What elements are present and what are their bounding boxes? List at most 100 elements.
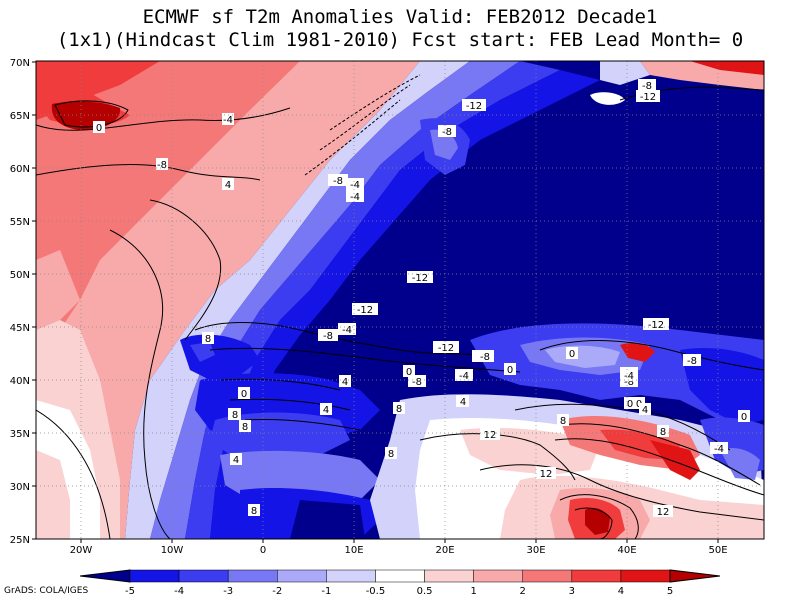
contour-label: 0 <box>93 121 105 134</box>
lon-tick-label: 40E <box>617 545 636 556</box>
colorbar-label: 0.5 <box>417 586 433 597</box>
svg-text:-4: -4 <box>714 444 724 455</box>
contour-label: 8 <box>385 447 397 460</box>
lon-tick-label: 10E <box>344 545 363 556</box>
contour-label: 0 <box>738 410 750 423</box>
contour-label: -8 <box>638 79 656 92</box>
contour-label: 8 <box>657 425 669 438</box>
contour-lines <box>36 74 764 539</box>
contour-label: -12 <box>433 341 459 354</box>
colorbar-swatch <box>522 569 573 583</box>
colorbar-label: -5 <box>125 586 135 597</box>
contour-label: 8 <box>229 408 241 421</box>
colorbar-label: -0.5 <box>366 586 386 597</box>
colorbar-swatch <box>277 569 327 583</box>
svg-text:0: 0 <box>406 367 412 378</box>
svg-text:-8: -8 <box>480 352 490 363</box>
contour-label: -4 <box>346 190 364 203</box>
contour-label: -12 <box>643 318 669 331</box>
svg-text:0: 0 <box>507 365 513 376</box>
axis-ticks <box>32 61 719 543</box>
colorbar-label: 2 <box>520 586 526 597</box>
colorbar-label: -1 <box>321 586 331 597</box>
lon-tick-label: 20E <box>435 545 454 556</box>
contour-label: -8 <box>318 329 338 342</box>
contour-label: 8 <box>393 402 405 415</box>
contour-label: -8 <box>408 375 426 388</box>
contour-label: -12 <box>462 99 486 112</box>
svg-text:8: 8 <box>205 334 211 345</box>
contour-label: 4 <box>339 375 351 388</box>
contour-label: 0 <box>504 363 516 376</box>
lat-tick-label: 50N <box>10 270 30 281</box>
svg-text:-4: -4 <box>624 371 634 382</box>
grid-lines <box>36 61 764 539</box>
colorbar-label: 4 <box>618 586 624 597</box>
svg-text:-12: -12 <box>438 343 454 354</box>
contour-label: 8 <box>248 504 260 517</box>
contour-label: 8 <box>239 420 251 433</box>
contour-label: -8 <box>683 354 701 367</box>
svg-text:0: 0 <box>96 123 102 134</box>
colorbar-label: 5 <box>667 586 673 597</box>
colorbar-label: -4 <box>174 586 184 597</box>
svg-text:-8: -8 <box>323 331 333 342</box>
svg-text:0: 0 <box>241 389 247 400</box>
colorbar-swatch <box>178 569 229 583</box>
lat-tick-label: 55N <box>10 217 30 228</box>
svg-text:-12: -12 <box>412 273 428 284</box>
contour-label: 8 <box>202 332 214 345</box>
contour-label: -8 <box>476 350 494 363</box>
colorbar-swatch <box>227 569 278 583</box>
contour-label: -8 <box>156 158 168 171</box>
colorbar-label: 1 <box>470 586 476 597</box>
svg-text:0: 0 <box>569 349 575 360</box>
contour-label: -4 <box>338 323 356 336</box>
contour-label: 0 <box>566 347 578 360</box>
lat-tick-label: 60N <box>10 164 30 175</box>
svg-text:-4: -4 <box>350 180 360 191</box>
svg-text:8: 8 <box>396 404 402 415</box>
contour-label: 4 <box>320 403 332 416</box>
contour-label-group: 0 -4 -8 4 8 -8 -4 -4 -12 -8 -12 -8 -12 -… <box>93 79 750 518</box>
map-title-line1: ECMWF sf T2m Anomalies Valid: FEB2012 De… <box>142 6 658 28</box>
svg-text:-12: -12 <box>648 320 664 331</box>
contour-label: 4 <box>639 403 651 416</box>
svg-text:4: 4 <box>342 377 348 388</box>
contour-label: 12 <box>653 505 673 518</box>
contour-label: 0 <box>238 387 250 400</box>
colorbar-swatch <box>375 569 425 583</box>
colorbar-swatch <box>620 569 671 583</box>
lon-tick-label: 50E <box>708 545 727 556</box>
svg-text:-4: -4 <box>223 115 233 126</box>
svg-text:8: 8 <box>232 410 238 421</box>
contour-label: -4 <box>620 369 638 382</box>
lon-tick-label: 0 <box>260 545 266 556</box>
contour-label: 12 <box>480 428 500 441</box>
contour-label: -8 <box>328 174 348 187</box>
lat-tick-labels: 25N 30N 35N 40N 45N 50N 55N 60N 65N 70N <box>10 58 30 546</box>
map-title-line2: (1x1)(Hindcast Clim 1981-2010) Fcst star… <box>56 29 744 51</box>
lat-tick-label: 45N <box>10 323 30 334</box>
svg-text:8: 8 <box>251 506 257 517</box>
svg-text:-8: -8 <box>624 377 634 388</box>
contour-label: 4 <box>457 395 469 408</box>
svg-text:4: 4 <box>233 455 239 466</box>
lon-tick-label: 20W <box>70 545 93 556</box>
colorbar-low-arrow <box>79 569 131 583</box>
lon-tick-label: 10W <box>161 545 184 556</box>
svg-text:-8: -8 <box>687 356 697 367</box>
svg-text:-8: -8 <box>442 127 452 138</box>
svg-text:0: 0 <box>627 399 633 410</box>
colorbar-label: -2 <box>272 586 282 597</box>
svg-text:-8: -8 <box>157 160 167 171</box>
svg-text:-8: -8 <box>642 81 652 92</box>
colorbar-swatch <box>473 569 523 583</box>
contour-label: -12 <box>636 90 660 103</box>
svg-text:-8: -8 <box>412 377 422 388</box>
svg-text:-12: -12 <box>357 305 373 316</box>
grads-credit: GrADS: COLA/IGES <box>4 586 89 596</box>
lon-tick-label: 30E <box>526 545 545 556</box>
contour-label: 0 <box>403 365 415 378</box>
svg-text:4: 4 <box>225 180 231 191</box>
